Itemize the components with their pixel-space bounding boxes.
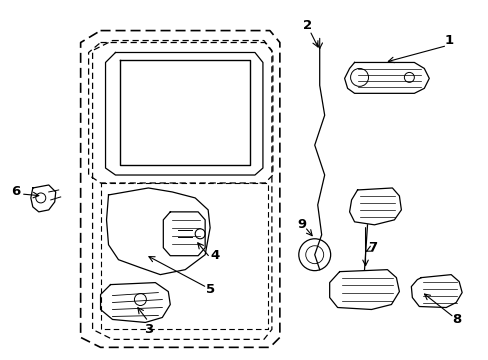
- Text: 5: 5: [205, 283, 214, 296]
- Text: 6: 6: [11, 185, 20, 198]
- Text: 7: 7: [367, 241, 376, 254]
- Text: 1: 1: [444, 34, 453, 47]
- Text: 9: 9: [297, 218, 305, 231]
- Text: 2: 2: [303, 19, 312, 32]
- Text: 4: 4: [210, 249, 219, 262]
- Text: 3: 3: [143, 323, 153, 336]
- Text: 8: 8: [451, 313, 461, 326]
